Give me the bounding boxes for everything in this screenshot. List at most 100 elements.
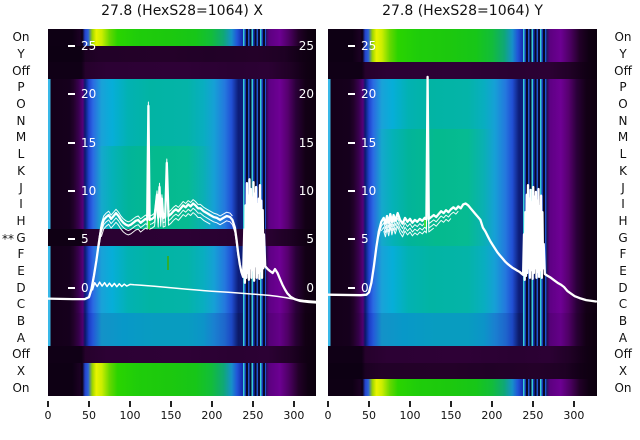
x-tick-mark-150 (170, 401, 172, 407)
noise-stripes (242, 362, 267, 380)
noise-stripes (242, 129, 267, 146)
channel-label-M: M (15, 130, 27, 145)
profile-curves-y (328, 75, 597, 303)
heatmap-row-Off-2 (328, 62, 597, 80)
main-profile-trace (328, 75, 597, 303)
heatmap-row-M-6 (48, 129, 316, 146)
x-tick-mark-0 (327, 401, 329, 407)
channel-label-On: On (614, 30, 632, 45)
heatmap-row-Off-19 (328, 346, 597, 363)
channel-label-I: I (621, 197, 625, 212)
channel-label-E: E (17, 263, 25, 278)
left-channel-labels: On Y Off P O N M L K J I H G F E D C B A Off X On (2, 29, 40, 396)
heatmap-row-L-7 (48, 145, 316, 163)
noise-stripes (523, 312, 547, 330)
heatmap-row-C-16 (328, 296, 597, 313)
heatmap-row-On-0 (328, 29, 597, 46)
heatmap-row-X-20 (328, 362, 597, 380)
heatmap-row-A-18 (48, 329, 316, 347)
channel-label-Off: Off (614, 347, 632, 362)
left-panel-title: 27.8 (HexS28=1064) X (101, 3, 263, 19)
channel-label-D: D (618, 280, 628, 295)
channel-label-X: X (16, 364, 26, 379)
y-tick-label-20: 20 (298, 87, 314, 101)
heatmap-row-K-8 (48, 162, 316, 180)
profile-echo-trace-1 (380, 85, 452, 234)
heatmap-row-Y-1 (328, 45, 597, 63)
y-tick-dash (68, 238, 75, 240)
noise-stripes (523, 29, 547, 46)
heatmap-panel-x: 25 25 20 20 15 15 10 10 5 5 0 0 (48, 29, 316, 396)
channel-label-K: K (17, 163, 25, 178)
x-tick-label-100: 100 (119, 409, 141, 422)
x-tick-mark-200 (491, 401, 493, 407)
glitch-pixel-0 (148, 221, 150, 229)
y-tick-label-25: 25 (348, 38, 376, 54)
channel-label-A: A (618, 330, 628, 345)
x-tick-mark-150 (450, 401, 452, 407)
channel-label-E: E (619, 263, 627, 278)
y-tick-dash (68, 45, 75, 47)
y-tick-dash (348, 45, 355, 47)
channel-label-K: K (619, 163, 627, 178)
y-tick-label-0: 0 (348, 280, 369, 296)
channel-label-N: N (618, 113, 628, 128)
profile-echo-trace-2 (383, 89, 435, 238)
noise-stripes (523, 79, 547, 96)
noise-stripes (523, 379, 547, 396)
heatmap-row-On-0 (48, 29, 316, 46)
channel-label-M: M (617, 130, 629, 145)
channel-label-P: P (619, 80, 627, 95)
y-tick-label-15: 15 (68, 135, 96, 151)
dead-wire-marker: ** (2, 232, 14, 246)
channel-label-Off: Off (12, 347, 30, 362)
noise-stripes (242, 279, 267, 296)
baseline-trace (91, 281, 316, 303)
channel-label-H: H (16, 213, 26, 228)
heatmap-panel-y: 25 20 15 10 5 0 (328, 29, 597, 396)
x-tick-mark-200 (211, 401, 213, 407)
x-tick-label-300: 300 (563, 409, 585, 422)
y-tick-dash (348, 142, 355, 144)
channel-label-A: A (16, 330, 26, 345)
heatmap-row-On-21 (48, 379, 316, 396)
heatmap-row-Off-19 (48, 346, 316, 363)
y-tick-label-15: 15 (298, 136, 314, 150)
x-tick-label-100: 100 (399, 409, 421, 422)
y-tick-label-15: 15 (348, 135, 376, 151)
right-channel-labels: On Y Off P O N M L K J I H G F E D C B A Off X On (604, 29, 640, 396)
noise-stripes (242, 29, 267, 46)
noise-stripes (242, 296, 267, 313)
channel-label-L: L (17, 147, 25, 162)
x-tick-mark-50 (368, 401, 370, 407)
y-tick-label-25: 25 (68, 38, 96, 54)
heatmap-row-On-21 (328, 379, 597, 396)
noise-stripes (523, 112, 547, 130)
noise-stripes (242, 95, 267, 113)
channel-label-O: O (16, 97, 26, 112)
x-tick-mark-0 (47, 401, 49, 407)
y-tick-dash (68, 93, 75, 95)
noise-stripes (242, 145, 267, 163)
y-tick-label-10: 10 (68, 183, 96, 199)
x-tick-label-0: 0 (44, 409, 52, 422)
channel-label-N: N (16, 113, 26, 128)
y-tick-dash (68, 287, 75, 289)
x-tick-mark-300 (293, 401, 295, 407)
channel-label-G: G (16, 230, 26, 245)
heatmap-row-B-17 (328, 312, 597, 330)
heatmap-row-P-3 (328, 79, 597, 96)
heatmap-row-N-5 (48, 112, 316, 130)
x-tick-label-200: 200 (481, 409, 503, 422)
y-tick-label-0: 0 (306, 281, 314, 295)
channel-label-B: B (618, 314, 628, 329)
heatmap-row-C-16 (48, 296, 316, 313)
y-tick-dash (68, 190, 75, 192)
y-tick-label-25: 25 (298, 39, 314, 53)
noise-stripes (523, 179, 547, 196)
channel-label-Y: Y (17, 47, 25, 62)
x-tick-label-150: 150 (160, 409, 182, 422)
noise-stripes (242, 329, 267, 347)
profile-curves-x (48, 101, 316, 304)
